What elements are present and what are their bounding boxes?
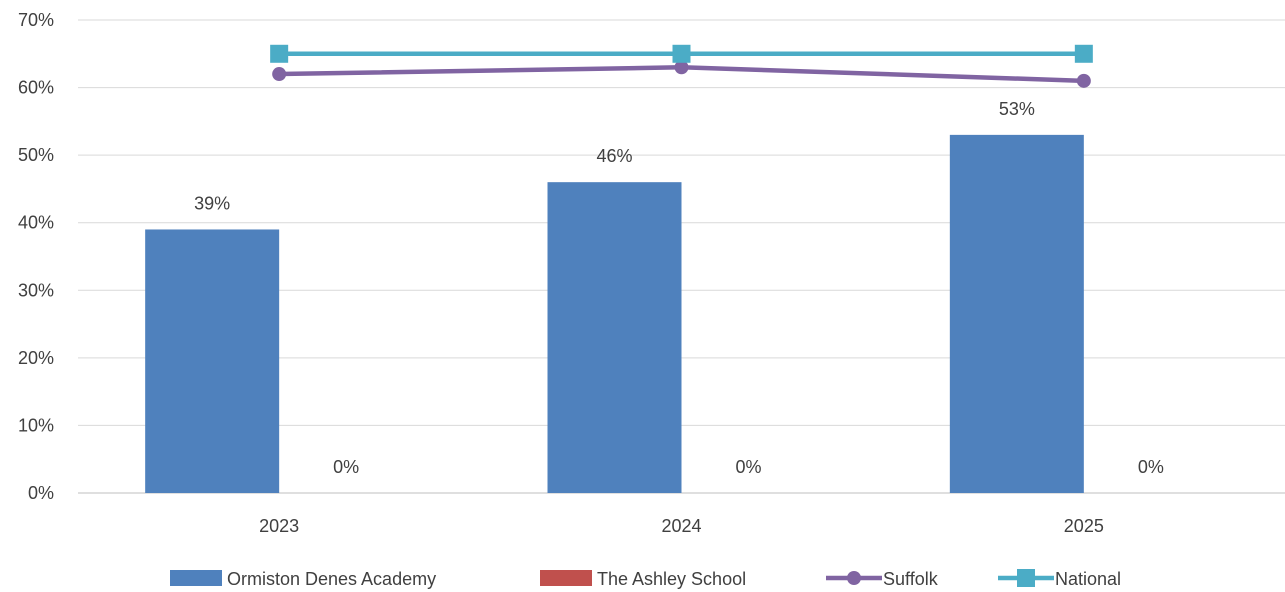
y-tick-label: 30%: [18, 280, 54, 300]
bar: [547, 182, 682, 493]
line-point: [270, 44, 289, 63]
legend-swatch: [540, 570, 592, 586]
legend-label: The Ashley School: [597, 569, 746, 589]
y-tick-label: 70%: [18, 10, 54, 30]
line-point: [672, 44, 691, 63]
legend-label: Suffolk: [883, 569, 939, 589]
y-tick-label: 0%: [28, 483, 54, 503]
y-tick-label: 10%: [18, 415, 54, 435]
line-point: [1074, 44, 1093, 63]
y-tick-label: 40%: [18, 213, 54, 233]
bar-data-label: 0%: [1138, 457, 1164, 477]
legend-marker: [847, 571, 861, 585]
line-point: [272, 67, 287, 82]
x-axis-tick-labels: 2023 2024 2025: [259, 516, 1104, 536]
legend-label: National: [1055, 569, 1121, 589]
bar-data-label: 0%: [735, 457, 761, 477]
bar-data-label: 0%: [333, 457, 359, 477]
x-tick-label: 2025: [1064, 516, 1104, 536]
bar-data-label: 53%: [999, 99, 1035, 119]
line-point: [1076, 73, 1091, 88]
line-series: [270, 44, 1093, 88]
bars: [145, 134, 1084, 493]
x-tick-label: 2024: [661, 516, 701, 536]
legend-marker: [1017, 569, 1035, 587]
legend-swatch: [170, 570, 222, 586]
x-tick-label: 2023: [259, 516, 299, 536]
y-tick-label: 60%: [18, 78, 54, 98]
legend: Ormiston Denes Academy The Ashley School S…: [170, 569, 1121, 589]
line-point: [674, 60, 689, 75]
bar: [145, 229, 280, 493]
bar-data-labels: 39% 46% 53% 0% 0% 0%: [194, 99, 1164, 477]
legend-label: Ormiston Denes Academy: [227, 569, 436, 589]
bar-data-label: 46%: [596, 146, 632, 166]
bar-data-label: 39%: [194, 193, 230, 213]
y-tick-label: 20%: [18, 348, 54, 368]
y-tick-label: 50%: [18, 145, 54, 165]
y-axis-tick-labels: 0% 10% 20% 30% 40% 50% 60% 70%: [18, 10, 54, 503]
bar: [949, 134, 1084, 493]
